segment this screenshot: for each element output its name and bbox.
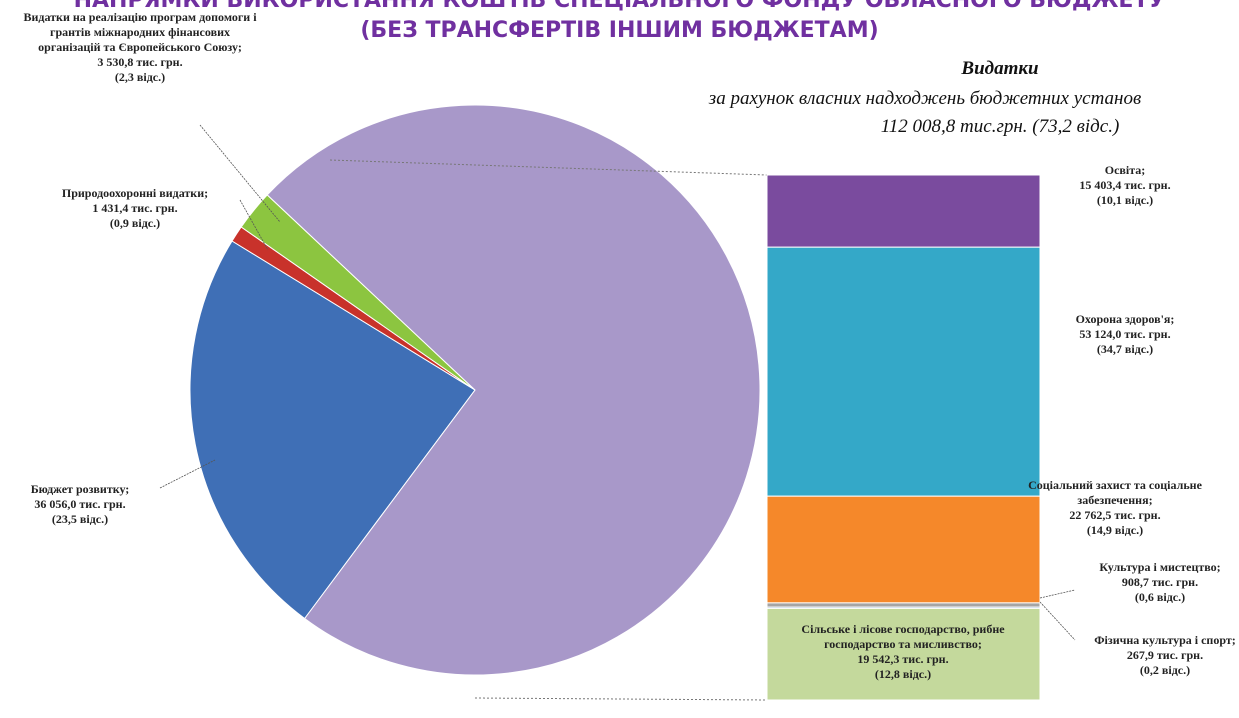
label-percent-label: (23,5 відс.) [51,512,109,526]
label-value-label: 15 403,4 тис. грн. [1079,178,1171,192]
connector [474,697,768,701]
label-percent-label: (0,9 відс.) [109,216,161,230]
label-value-label: 36 056,0 тис. грн. [34,497,126,511]
label-name: Фізична культура і спорт; [1094,633,1236,647]
label-value-label: 908,7 тис. грн. [1121,575,1199,589]
label-value-label: 267,9 тис. грн. [1126,648,1204,662]
label-percent-label: (34,7 відс.) [1096,342,1154,356]
chart-title: НАПРЯМКИ ВИКОРИСТАННЯ КОШТІВ СПЕЦІАЛЬНОГ… [73,0,1166,13]
label-name: Культура і мистецтво; [1099,560,1221,574]
pie-slice [266,104,761,676]
leader-line [239,199,269,251]
bar-segment [766,602,1041,608]
label-name: Видатки на реалізацію програм допомоги і… [23,10,257,54]
leader-line [1039,589,1076,599]
label-value-label: 1 431,4 тис. грн. [92,201,178,215]
data-label: Бюджет розвитку; 36 056,0 тис. грн. (23,5 … [0,482,160,527]
data-label: Культура і мистецтво; 908,7 тис. грн. (0,6… [1075,560,1239,605]
data-label: Освіта; 15 403,4 тис. грн. (10,1 відс.) [1045,163,1205,208]
label-value-label: 53 124,0 тис. грн. [1079,327,1171,341]
chart-subtitle: (БЕЗ ТРАНСФЕРТІВ ІНШИМ БЮДЖЕТАМ) [360,18,879,43]
data-label: Сільське і лісове господарство, рибне го… [773,622,1033,682]
leader-line [1039,601,1076,641]
label-name: Бюджет розвитку; [30,482,130,496]
label-value-label: 19 542,3 тис. грн. [857,652,949,666]
bar-title: Видатки [961,58,1039,79]
data-label: Соціальний захист та соціальне забезпече… [990,478,1239,538]
label-percent-label: (14,9 відс.) [1086,523,1144,537]
bar-segment [766,246,1041,497]
label-name: Природоохоронні видатки; [61,186,209,200]
label-name: Охорона здоров'я; [1075,312,1175,326]
data-label: Видатки на реалізацію програм допомоги і… [23,10,258,85]
bar-subtitle: за рахунок власних надходжень бюджетних … [708,88,1142,109]
bar-total: 112 008,8 тис.грн. (73,2 відс.) [880,116,1120,137]
data-label: Фізична культура і спорт; 267,9 тис. грн.… [1080,633,1239,678]
leader-line [159,459,216,489]
pie-slice [189,240,476,620]
label-percent-label: (10,1 відс.) [1096,193,1154,207]
data-label: Природоохоронні видатки; 1 431,4 тис. грн… [10,186,260,231]
label-percent-label: (2,3 відс.) [114,70,166,84]
label-value-label: 22 762,5 тис. грн. [1069,508,1161,522]
bar-segment [766,607,1041,701]
connector [329,159,768,176]
label-percent-label: (12,8 відс.) [874,667,932,681]
data-label: Охорона здоров'я; 53 124,0 тис. грн. (34,7… [1040,312,1210,357]
bar-segment [766,174,1041,248]
label-name: Освіта; [1104,163,1146,177]
label-percent-label: (0,2 відс.) [1139,663,1191,677]
label-name: Соціальний захист та соціальне забезпече… [1028,478,1202,507]
label-name: Сільське і лісове господарство, рибне го… [801,622,1005,651]
label-value-label: 3 530,8 тис. грн. [97,55,183,69]
label-percent-label: (0,6 відс.) [1134,590,1186,604]
